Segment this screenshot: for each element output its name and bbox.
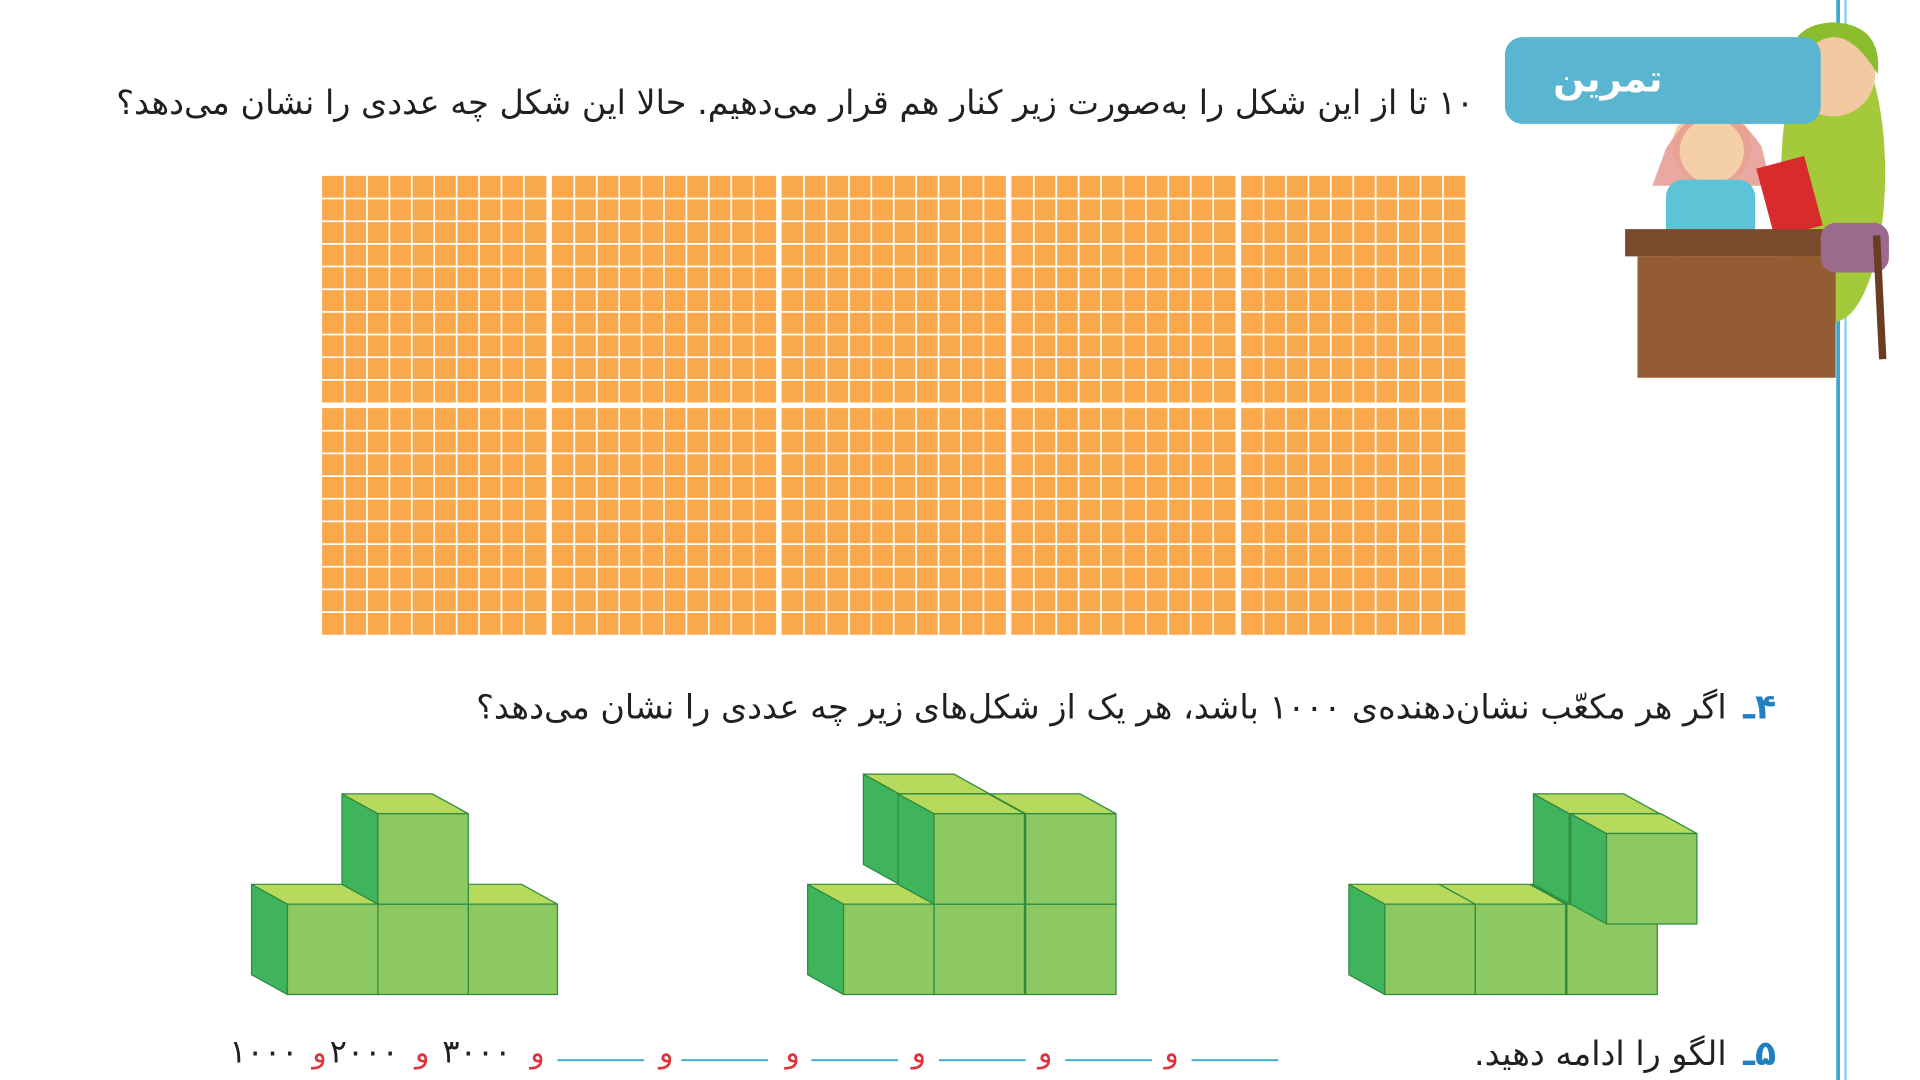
question-number: ۴ـ [1742, 687, 1776, 727]
cube-front [1025, 813, 1117, 905]
cube-front [842, 903, 935, 996]
hundred-block [551, 408, 777, 635]
cube [250, 883, 379, 996]
question-number: ۵ـ [1742, 1034, 1776, 1074]
cube-front [1025, 903, 1117, 996]
hundred-block [1241, 175, 1466, 403]
pattern-term: ۱۰۰۰ [229, 1033, 298, 1071]
cube [341, 793, 469, 905]
pattern-term: ۳۰۰۰ [442, 1033, 511, 1071]
cube-front [1384, 903, 1476, 996]
cube-front [377, 903, 469, 996]
pattern-separator: و [1162, 1036, 1178, 1071]
cube [807, 883, 935, 996]
question-text: اگر هر مکعّب نشان‌دهنده‌ی ۱۰۰۰ باشد، هر … [476, 687, 1727, 726]
hundred-block [1011, 408, 1236, 635]
badge-label: تمرین [1553, 58, 1662, 101]
pattern-separator: و [413, 1036, 429, 1071]
hundreds-grid [322, 175, 1466, 635]
pattern-separator: و [1036, 1036, 1052, 1071]
hundred-block [781, 175, 1006, 403]
cube-front [1474, 903, 1567, 996]
cube-front [466, 903, 559, 996]
cube [897, 793, 1026, 905]
cube-figures [250, 773, 1698, 996]
hundred-block [322, 408, 547, 635]
cube-front [1605, 832, 1698, 925]
hundred-block [1241, 408, 1466, 635]
pattern-separator: و [310, 1036, 326, 1071]
pattern-separator: و [657, 1036, 673, 1071]
cube-front [933, 903, 1026, 996]
hundred-block [551, 175, 777, 403]
illustration [1625, 22, 1889, 378]
hundred-block [781, 408, 1006, 635]
cube-front [286, 903, 379, 996]
pattern-term: ۲۰۰۰ [330, 1033, 399, 1071]
question-text: ۱۰ تا از این شکل را به‌صورت زیر کنار هم … [116, 83, 1474, 123]
pattern-separator: و [910, 1036, 926, 1071]
hundred-block [1011, 175, 1236, 403]
cube [1348, 883, 1476, 996]
cube [1569, 813, 1698, 925]
pattern-separator: و [528, 1036, 544, 1071]
badge [1504, 37, 1821, 124]
pattern-separator: و [783, 1036, 799, 1071]
cube-front [933, 813, 1026, 905]
question-text: الگو را ادامه دهید. [1474, 1034, 1727, 1073]
hundred-block [322, 175, 547, 403]
cube-front [377, 813, 469, 905]
